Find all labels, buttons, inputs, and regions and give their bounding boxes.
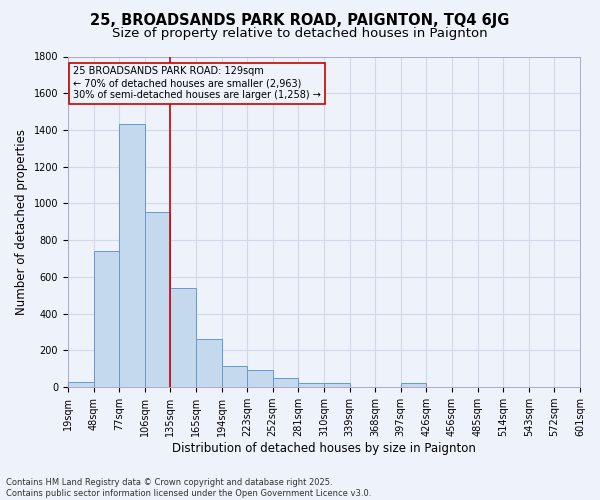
Bar	[401, 382, 427, 387]
Text: 25 BROADSANDS PARK ROAD: 129sqm
← 70% of detached houses are smaller (2,963)
30%: 25 BROADSANDS PARK ROAD: 129sqm ← 70% of…	[73, 66, 321, 100]
Bar	[119, 124, 145, 387]
Bar	[247, 370, 273, 387]
Bar	[324, 382, 350, 387]
Bar	[298, 382, 324, 387]
Bar	[94, 252, 119, 387]
Bar	[221, 366, 247, 387]
Bar	[170, 288, 196, 387]
Y-axis label: Number of detached properties: Number of detached properties	[15, 129, 28, 315]
Text: Contains HM Land Registry data © Crown copyright and database right 2025.
Contai: Contains HM Land Registry data © Crown c…	[6, 478, 371, 498]
Text: Size of property relative to detached houses in Paignton: Size of property relative to detached ho…	[112, 28, 488, 40]
X-axis label: Distribution of detached houses by size in Paignton: Distribution of detached houses by size …	[172, 442, 476, 455]
Text: 25, BROADSANDS PARK ROAD, PAIGNTON, TQ4 6JG: 25, BROADSANDS PARK ROAD, PAIGNTON, TQ4 …	[91, 12, 509, 28]
Bar	[145, 212, 170, 387]
Bar	[273, 378, 298, 387]
Bar	[68, 382, 94, 387]
Bar	[196, 338, 221, 387]
